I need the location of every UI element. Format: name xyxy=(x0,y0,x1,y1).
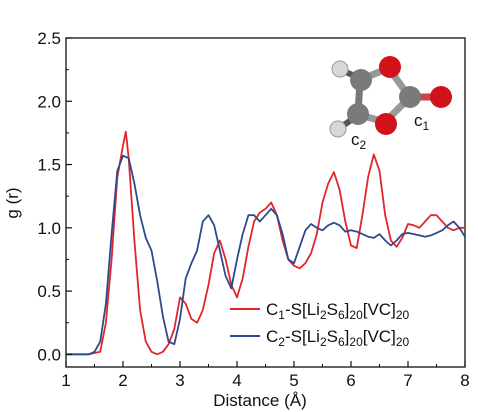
oxygen-atom-bottom xyxy=(375,113,397,135)
hydrogen-atom-top xyxy=(331,60,349,78)
carbon-atom-c2 xyxy=(347,103,369,125)
x-tick-label: 3 xyxy=(175,371,184,390)
ticks-layer: 1 2 3 4 5 6 7 8 0.0 0.5 1.0 1.5 2.0 2.5 xyxy=(37,29,469,390)
x-tick-label: 6 xyxy=(346,371,355,390)
carbon-atom-c1 xyxy=(399,86,421,108)
y-tick-label: 0.5 xyxy=(37,282,61,301)
x-axis-title: Distance (Å) xyxy=(213,391,307,410)
x-tick-label: 1 xyxy=(61,371,70,390)
y-tick-label: 1.5 xyxy=(37,156,61,175)
carbon-atom-top xyxy=(350,69,372,91)
series-line-1 xyxy=(66,130,465,356)
series-line-2 xyxy=(66,154,466,356)
legend-label-c1: C1-S[Li2S6]20[VC]20 xyxy=(266,300,409,322)
label-c2: c2 xyxy=(351,130,367,152)
x-tick-label: 2 xyxy=(118,371,127,390)
y-tick-label: 1.0 xyxy=(37,219,61,238)
y-tick-label: 2.0 xyxy=(37,92,61,111)
label-c1: c1 xyxy=(414,111,430,133)
series-layer xyxy=(66,130,466,356)
x-tick-label: 5 xyxy=(289,371,298,390)
oxygen-atom-carbonyl xyxy=(430,86,452,108)
legend: C1-S[Li2S6]20[VC]20 C2-S[Li2S6]20[VC]20 xyxy=(230,300,409,349)
y-tick-label: 0.0 xyxy=(37,345,61,364)
x-tick-label: 7 xyxy=(403,371,412,390)
oxygen-atom-top xyxy=(379,56,401,78)
y-tick-label: 2.5 xyxy=(37,29,61,48)
legend-label-c2: C2-S[Li2S6]20[VC]20 xyxy=(266,327,409,349)
molecule-inset: c1 c2 xyxy=(329,56,452,152)
x-tick-label: 8 xyxy=(460,371,469,390)
hydrogen-atom-bottom xyxy=(329,120,347,138)
y-axis-title: g (r) xyxy=(3,187,22,218)
x-tick-label: 4 xyxy=(232,371,241,390)
